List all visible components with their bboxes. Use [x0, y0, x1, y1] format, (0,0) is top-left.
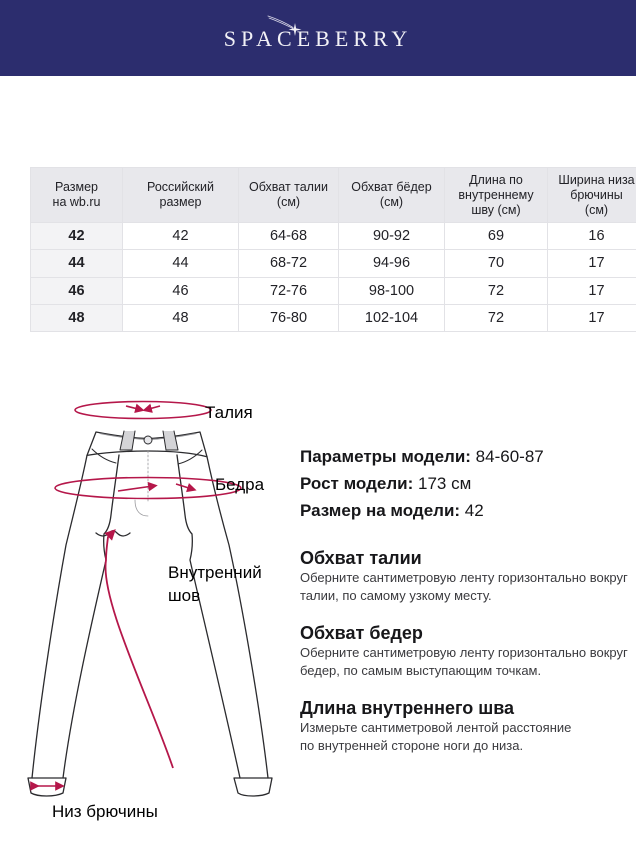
svg-text:Талия: Талия: [205, 403, 253, 422]
svg-text:Низ брючины: Низ брючины: [52, 802, 158, 821]
svg-text:шов: шов: [168, 586, 200, 605]
svg-text:Внутренний: Внутренний: [168, 563, 262, 582]
svg-text:Бедра: Бедра: [215, 475, 265, 494]
